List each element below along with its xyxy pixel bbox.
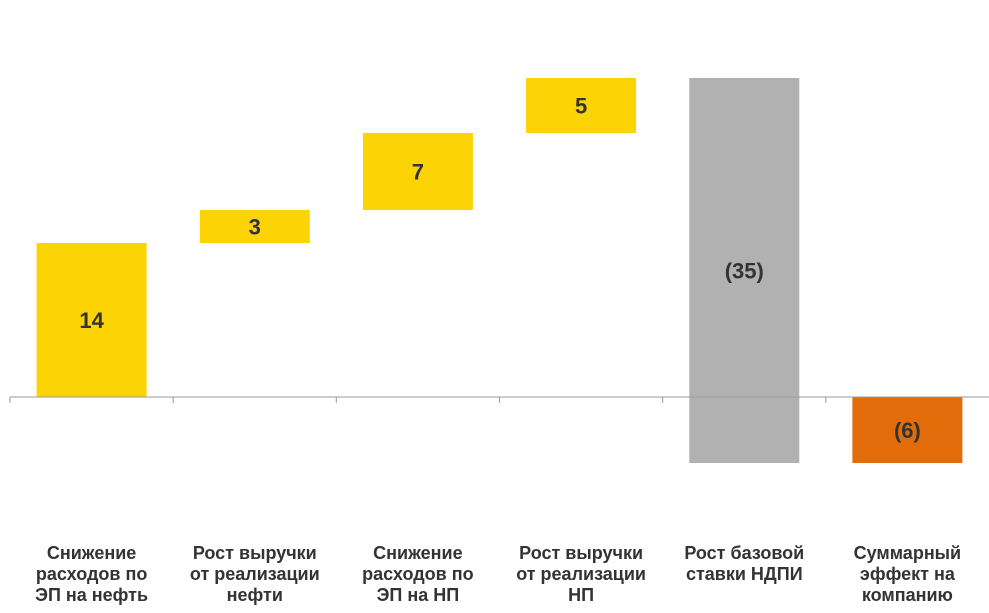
category-label-6: Суммарный эффект на компанию <box>827 543 987 606</box>
bars-layer <box>36 78 963 463</box>
category-label-2: Рост выручки от реализации нефти <box>175 543 335 606</box>
bar-4 <box>526 78 637 133</box>
data-label-3: 7 <box>412 160 424 185</box>
category-label-line: Снижение <box>373 543 463 563</box>
category-label-line: от реализации <box>516 564 646 584</box>
category-label-line: Рост выручки <box>192 543 317 563</box>
category-label-line: Рост базовой <box>684 543 805 563</box>
x-axis <box>9 396 989 403</box>
category-label-line: компанию <box>861 585 953 605</box>
data-label-4: 5 <box>575 94 587 119</box>
category-label-line: Снижение <box>46 543 137 563</box>
data-label-1: 14 <box>79 308 104 333</box>
category-label-line: расходов по <box>362 564 474 584</box>
data-label-2: 3 <box>249 215 261 240</box>
category-label-line: ЭП на нефть <box>35 585 149 605</box>
category-label-4: Рост выручки от реализации НП <box>501 543 661 606</box>
data-label-5: (35) <box>725 259 764 284</box>
category-label-line: эффект на <box>859 564 955 584</box>
bar-2 <box>199 210 310 243</box>
category-label-5: Рост базовой ставки НДПИ <box>664 543 824 585</box>
bar-6 <box>852 397 963 463</box>
category-label-line: ставки НДПИ <box>685 564 803 584</box>
category-label-line: расходов по <box>35 564 148 584</box>
category-label-1: Снижение расходов по ЭП на нефть <box>12 543 172 606</box>
bar-5 <box>689 78 800 463</box>
data-labels-layer: 14 3 7 5 (35) (6) <box>79 94 920 444</box>
category-label-3: Снижение расходов по ЭП на НП <box>338 543 498 606</box>
bar-1 <box>36 243 147 397</box>
category-label-line: от реализации <box>189 564 320 584</box>
category-label-line: НП <box>568 585 595 605</box>
bar-3 <box>362 133 473 210</box>
category-label-line: ЭП на НП <box>376 585 460 605</box>
category-label-line: нефти <box>226 585 283 605</box>
category-label-line: Рост выручки <box>519 543 644 563</box>
category-label-line: Суммарный <box>853 543 962 563</box>
data-label-6: (6) <box>894 418 921 443</box>
